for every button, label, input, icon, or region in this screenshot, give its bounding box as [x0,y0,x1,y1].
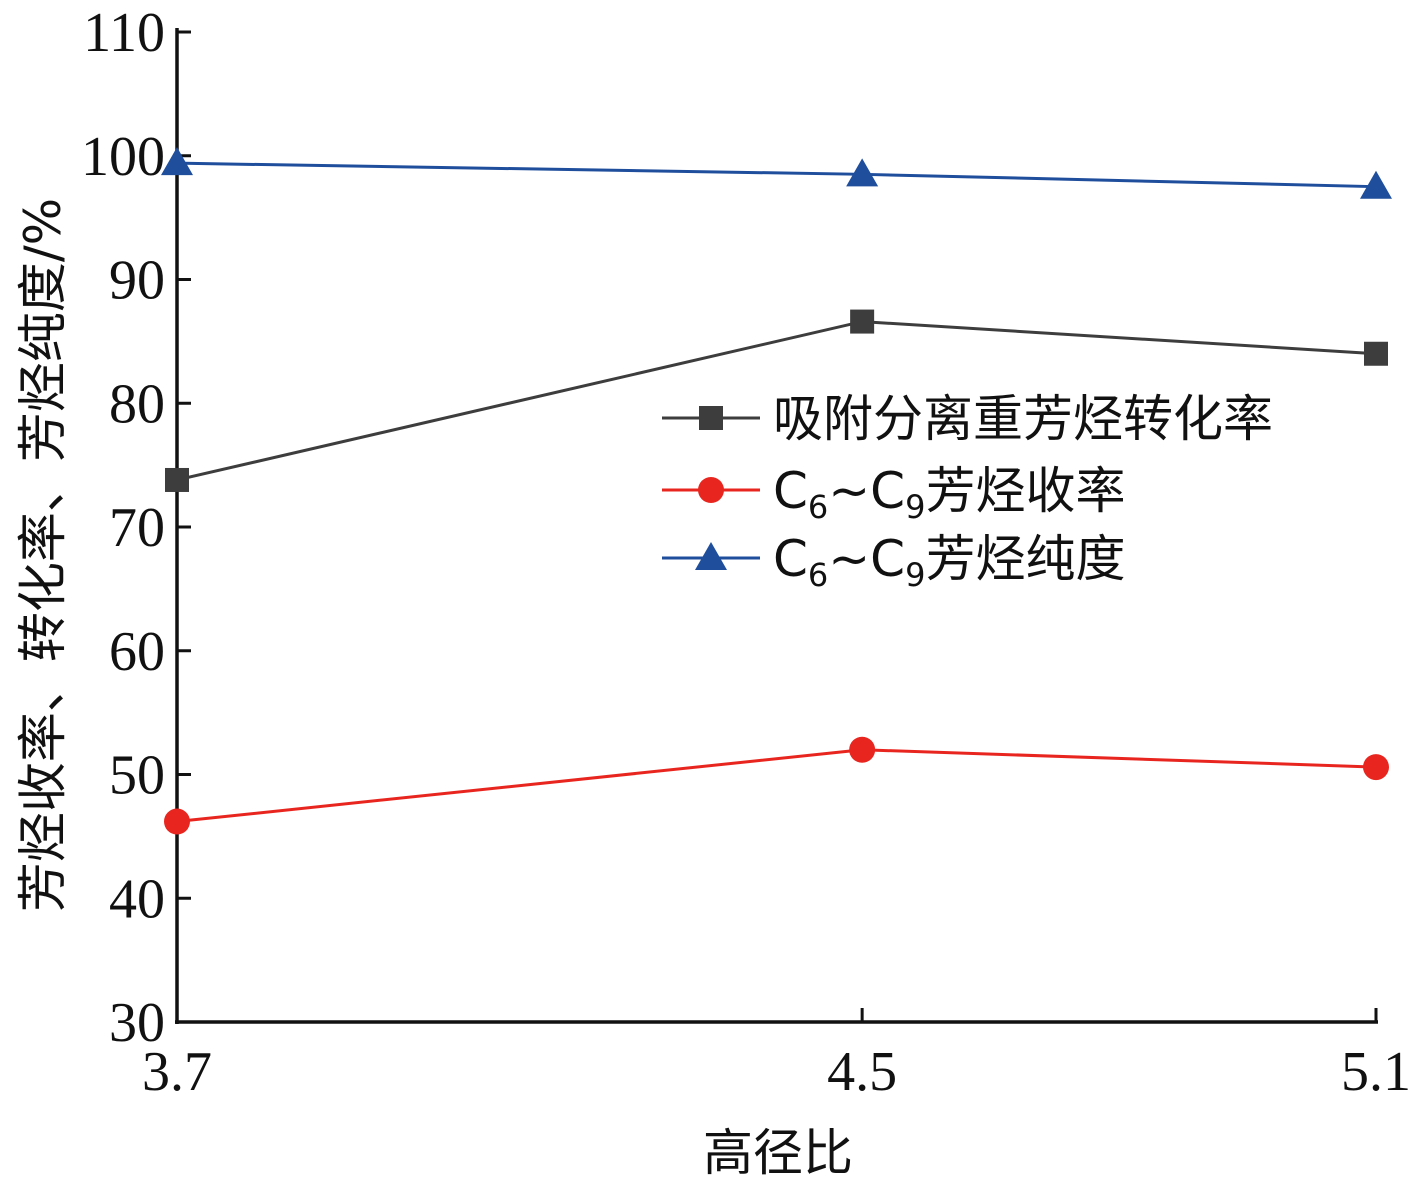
series-line [176,748,1377,824]
series-1 [165,309,1388,492]
legend-text-part: ~C [828,530,905,588]
y-tick-label: 80 [109,373,165,435]
y-tick-label: 110 [83,2,165,64]
y-tick-label: 40 [109,868,165,930]
data-point [849,736,876,763]
series-line [176,161,1377,189]
legend-item: C6~C9芳烃收率 [662,462,1125,526]
data-point [164,808,190,835]
y-tick-label: 100 [81,126,165,188]
x-tick-label: 4.5 [827,1041,897,1103]
series-3 [161,147,1392,199]
legend-label: C6~C9芳烃收率 [773,462,1125,526]
legend-text-part: 芳烃收率 [925,462,1125,520]
data-point [1363,754,1389,781]
axes [175,28,1378,1024]
x-axis-ticks: 3.7 4.5 5.1 [142,1008,1411,1103]
series-2 [164,736,1389,835]
legend-subscript: 6 [808,488,828,526]
data-point [850,309,875,334]
legend-text-part: C [773,462,808,520]
legend-text-part: ~C [828,462,905,520]
y-axis-title: 芳烃收率、转化率、芳烃纯度/% [14,198,72,912]
data-point [161,147,193,176]
legend-marker [699,406,723,430]
legend-label: 吸附分离重芳烃转化率 [773,390,1273,448]
legend-item: 吸附分离重芳烃转化率 [662,390,1273,448]
series-layer [161,147,1392,835]
legend-text-part: C [773,530,808,588]
y-tick-label: 50 [109,745,165,807]
x-tick-label: 5.1 [1341,1041,1411,1103]
y-axis-ticks: 30 40 50 60 70 80 90 100 110 [81,2,191,1054]
y-tick-label: 90 [109,250,165,312]
data-point [1360,170,1392,199]
x-axis-title: 高径比 [703,1124,853,1181]
legend-text-part: 芳烃纯度 [925,530,1125,588]
legend-subscript: 9 [905,556,925,594]
legend-subscript: 6 [808,556,828,594]
y-tick-label: 30 [109,992,165,1054]
data-point [846,158,879,187]
data-point [1364,341,1388,366]
legend-subscript: 9 [905,488,925,526]
legend-label: C6~C9芳烃纯度 [773,530,1125,594]
legend-marker [698,477,724,503]
data-point [165,467,189,492]
legend-marker [695,542,727,570]
y-tick-label: 60 [109,621,165,683]
y-tick-label: 70 [109,497,165,559]
x-tick-label: 3.7 [142,1041,212,1103]
legend-item: C6~C9芳烃纯度 [662,530,1125,594]
